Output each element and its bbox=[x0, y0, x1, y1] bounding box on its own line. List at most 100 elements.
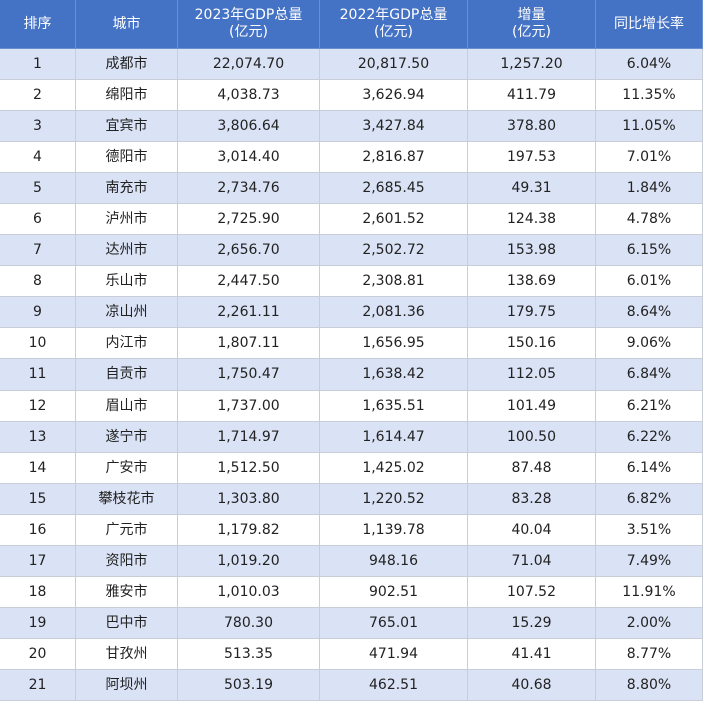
table-cell: 197.53 bbox=[468, 142, 596, 173]
table-cell: 153.98 bbox=[468, 235, 596, 266]
table-cell: 眉山市 bbox=[76, 391, 178, 422]
table-cell: 遂宁市 bbox=[76, 422, 178, 453]
table-cell: 德阳市 bbox=[76, 142, 178, 173]
table-cell: 3,806.64 bbox=[178, 111, 320, 142]
header-cell: 2022年GDP总量 (亿元) bbox=[320, 0, 468, 49]
table-cell: 2,502.72 bbox=[320, 235, 468, 266]
table-cell: 3,626.94 bbox=[320, 80, 468, 111]
header-text: 排序 bbox=[23, 15, 52, 32]
table-cell: 2 bbox=[0, 80, 76, 111]
table-cell: 1,638.42 bbox=[320, 359, 468, 391]
table-cell: 9.06% bbox=[596, 328, 703, 359]
table-cell: 2,656.70 bbox=[178, 235, 320, 266]
table-cell: 17 bbox=[0, 546, 76, 577]
table-cell: 71.04 bbox=[468, 546, 596, 577]
header-text: 同比增长率 bbox=[614, 15, 684, 32]
header-text: (亿元) bbox=[374, 24, 413, 40]
table-cell: 1,010.03 bbox=[178, 577, 320, 608]
table-cell: 8 bbox=[0, 266, 76, 297]
table-cell: 广安市 bbox=[76, 453, 178, 484]
table-cell: 20,817.50 bbox=[320, 49, 468, 80]
table-cell: 3,014.40 bbox=[178, 142, 320, 173]
table-cell: 甘孜州 bbox=[76, 639, 178, 670]
table-cell: 2,685.45 bbox=[320, 173, 468, 204]
table-cell: 6.04% bbox=[596, 49, 703, 80]
table-cell: 902.51 bbox=[320, 577, 468, 608]
table-cell: 2.00% bbox=[596, 608, 703, 639]
table-cell: 内江市 bbox=[76, 328, 178, 359]
table-cell: 雅安市 bbox=[76, 577, 178, 608]
table-cell: 179.75 bbox=[468, 297, 596, 328]
table-cell: 2,601.52 bbox=[320, 204, 468, 235]
table-cell: 2,081.36 bbox=[320, 297, 468, 328]
header-cell: 同比增长率 bbox=[596, 0, 703, 49]
table-cell: 8.77% bbox=[596, 639, 703, 670]
table-cell: 6.82% bbox=[596, 484, 703, 515]
table-cell: 22,074.70 bbox=[178, 49, 320, 80]
header-cell: 增量 (亿元) bbox=[468, 0, 596, 49]
table-cell: 87.48 bbox=[468, 453, 596, 484]
table-cell: 107.52 bbox=[468, 577, 596, 608]
table-cell: 2,447.50 bbox=[178, 266, 320, 297]
table-cell: 19 bbox=[0, 608, 76, 639]
table-cell: 411.79 bbox=[468, 80, 596, 111]
header-text: 城市 bbox=[112, 15, 141, 32]
table-cell: 112.05 bbox=[468, 359, 596, 391]
table-cell: 14 bbox=[0, 453, 76, 484]
table-cell: 138.69 bbox=[468, 266, 596, 297]
table-cell: 15.29 bbox=[468, 608, 596, 639]
table-cell: 南充市 bbox=[76, 173, 178, 204]
table-cell: 6 bbox=[0, 204, 76, 235]
table-cell: 成都市 bbox=[76, 49, 178, 80]
table-cell: 7.01% bbox=[596, 142, 703, 173]
table-cell: 9 bbox=[0, 297, 76, 328]
table-cell: 1,714.97 bbox=[178, 422, 320, 453]
table-cell: 1,139.78 bbox=[320, 515, 468, 546]
table-cell: 凉山州 bbox=[76, 297, 178, 328]
table-cell: 20 bbox=[0, 639, 76, 670]
header-text: 2023年GDP总量 bbox=[194, 7, 303, 23]
table-cell: 6.21% bbox=[596, 391, 703, 422]
table-cell: 5 bbox=[0, 173, 76, 204]
table-cell: 2,816.87 bbox=[320, 142, 468, 173]
table-cell: 6.22% bbox=[596, 422, 703, 453]
header-text: 增量 bbox=[517, 7, 546, 23]
table-cell: 达州市 bbox=[76, 235, 178, 266]
table-cell: 101.49 bbox=[468, 391, 596, 422]
header-text: 2022年GDP总量 bbox=[339, 7, 448, 23]
table-cell: 11.91% bbox=[596, 577, 703, 608]
table-cell: 1,220.52 bbox=[320, 484, 468, 515]
table-cell: 948.16 bbox=[320, 546, 468, 577]
table-cell: 12 bbox=[0, 391, 76, 422]
table-cell: 513.35 bbox=[178, 639, 320, 670]
table-cell: 378.80 bbox=[468, 111, 596, 142]
table-cell: 15 bbox=[0, 484, 76, 515]
table-cell: 1,807.11 bbox=[178, 328, 320, 359]
table-cell: 124.38 bbox=[468, 204, 596, 235]
table-cell: 7.49% bbox=[596, 546, 703, 577]
table-cell: 4,038.73 bbox=[178, 80, 320, 111]
table-cell: 1,257.20 bbox=[468, 49, 596, 80]
table-cell: 宜宾市 bbox=[76, 111, 178, 142]
table-cell: 泸州市 bbox=[76, 204, 178, 235]
table-cell: 1,179.82 bbox=[178, 515, 320, 546]
table-cell: 乐山市 bbox=[76, 266, 178, 297]
table-cell: 1,737.00 bbox=[178, 391, 320, 422]
table-cell: 2,261.11 bbox=[178, 297, 320, 328]
table-cell: 11.05% bbox=[596, 111, 703, 142]
table-cell: 8.64% bbox=[596, 297, 703, 328]
table-cell: 11.35% bbox=[596, 80, 703, 111]
table-cell: 资阳市 bbox=[76, 546, 178, 577]
header-cell: 2023年GDP总量 (亿元) bbox=[178, 0, 320, 49]
header-text: (亿元) bbox=[512, 24, 551, 40]
table-cell: 1,635.51 bbox=[320, 391, 468, 422]
table-cell: 18 bbox=[0, 577, 76, 608]
table-cell: 40.68 bbox=[468, 670, 596, 701]
table-cell: 2,734.76 bbox=[178, 173, 320, 204]
header-text: (亿元) bbox=[229, 24, 268, 40]
table-cell: 150.16 bbox=[468, 328, 596, 359]
table-cell: 765.01 bbox=[320, 608, 468, 639]
table-cell: 16 bbox=[0, 515, 76, 546]
header-cell: 排序 bbox=[0, 0, 76, 49]
